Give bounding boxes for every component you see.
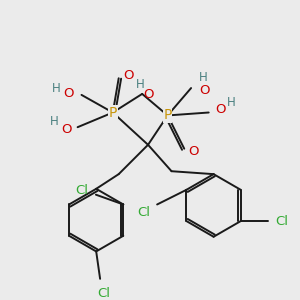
Text: P: P	[109, 106, 117, 119]
Text: H: H	[227, 96, 236, 109]
Text: O: O	[61, 123, 72, 136]
Text: O: O	[188, 145, 198, 158]
Text: Cl: Cl	[98, 287, 110, 300]
Text: O: O	[215, 103, 226, 116]
Text: Cl: Cl	[137, 206, 150, 219]
Text: O: O	[123, 69, 134, 82]
Text: O: O	[63, 87, 74, 101]
Text: O: O	[199, 83, 209, 97]
Text: H: H	[52, 82, 61, 94]
Text: Cl: Cl	[76, 184, 89, 197]
Text: Cl: Cl	[275, 214, 288, 228]
Text: P: P	[164, 108, 172, 122]
Text: H: H	[50, 115, 59, 128]
Text: O: O	[143, 88, 153, 101]
Text: H: H	[136, 78, 145, 91]
Text: H: H	[199, 71, 208, 84]
